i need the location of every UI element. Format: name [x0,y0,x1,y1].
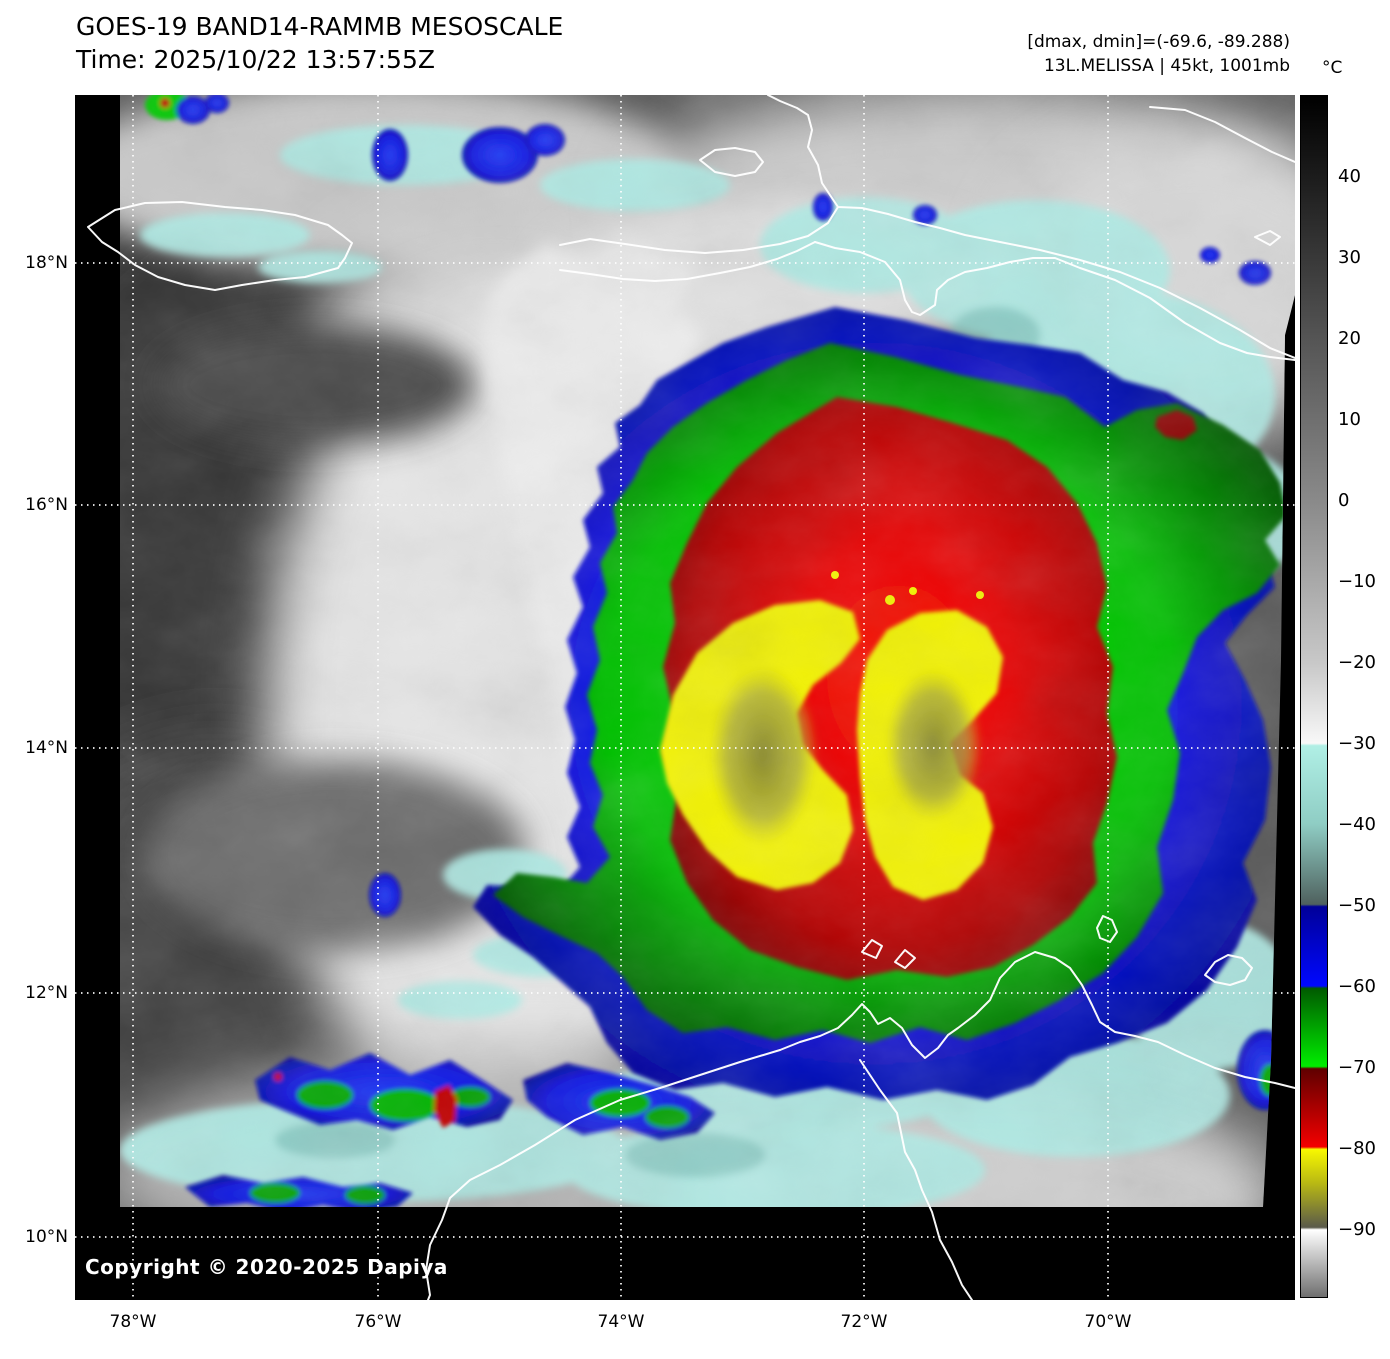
dmax-dmin-line: [dmax, dmin]=(-69.6, -89.288) [1027,32,1290,52]
product-time: Time: 2025/10/22 13:57:55Z [76,45,435,74]
lon-tick: 70°W [1084,1312,1132,1332]
colorbar-tick: −90 [1338,1219,1376,1240]
colorbar-tick: −80 [1338,1138,1376,1159]
coast-colombia-west [425,1049,781,1300]
coast-jamaica [87,201,353,291]
colorbar-tick: −70 [1338,1057,1376,1078]
colorbar [1300,95,1328,1298]
lon-tick: 74°W [597,1312,645,1332]
storm-id-line: 13L.MELISSA | 45kt, 1001mb [1043,56,1290,76]
colorbar-tick: 30 [1338,247,1361,268]
lon-tick: 72°W [840,1312,888,1332]
colorbar-tick: 20 [1338,328,1361,349]
lat-tick: 18°N [25,253,68,273]
storm-info: [dmax, dmin]=(-69.6, -89.288) 13L.MELISS… [1027,30,1290,78]
lon-tick: 78°W [109,1312,157,1332]
island-aruba [1096,915,1118,943]
colorbar-tick: 40 [1338,166,1361,187]
colorbar-tick: −10 [1338,571,1376,592]
satellite-imagery [75,95,1295,1300]
satellite-map: Copyright © 2020-2025 Dapiya [75,95,1295,1300]
island-tortuga [1254,230,1281,246]
lat-tick: 10°N [25,1227,68,1247]
colorbar-tick: −50 [1338,895,1376,916]
coast-cuba [1149,106,1295,163]
coast-colombia-venezuela [779,951,1295,1089]
colorbar-tick: 0 [1338,490,1350,511]
coast-haiti-north-peninsula [559,206,839,254]
product-title: GOES-19 BAND14-RAMMB MESOSCALE [76,12,564,41]
colorbar-tick: 10 [1338,409,1361,430]
lat-tick: 14°N [25,738,68,758]
coast-haiti-north [767,95,1295,359]
colorbar-tick: −30 [1338,733,1376,754]
islet-2 [894,949,916,969]
lon-tick: 76°W [354,1312,402,1332]
islet-1 [861,939,883,959]
colorbar-tick: −40 [1338,814,1376,835]
cloud-texture-noise [120,95,1295,1207]
colorbar-tick: −60 [1338,976,1376,997]
imagery-clip-group [120,95,1295,1207]
coast-hispaniola-south [814,241,1295,361]
lat-tick: 16°N [25,495,68,515]
colorbar-tick: −20 [1338,652,1376,673]
island-gonave [699,147,764,177]
coast-magdalena [859,1059,973,1300]
copyright-watermark: Copyright © 2020-2025 Dapiya [85,1255,448,1279]
coastlines [87,95,1295,1300]
lat-tick: 12°N [25,983,68,1003]
coast-haiti-south-peninsula [559,241,816,282]
island-curacao [1204,954,1253,986]
colorbar-unit: °C [1322,58,1343,78]
